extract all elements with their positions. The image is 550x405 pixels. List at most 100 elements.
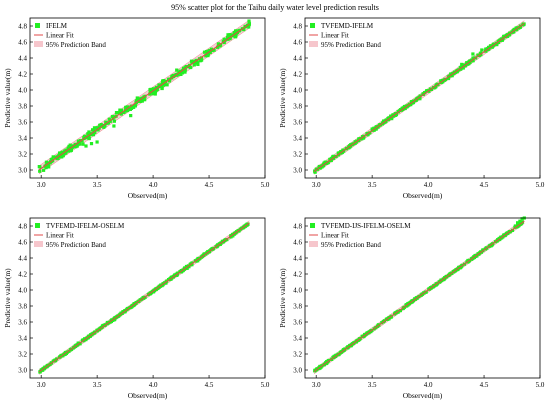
data-point xyxy=(216,42,220,46)
data-point xyxy=(403,106,407,111)
data-point xyxy=(394,113,398,117)
data-point xyxy=(102,124,106,128)
data-point xyxy=(476,53,480,57)
data-point xyxy=(110,114,114,119)
data-point xyxy=(401,306,405,311)
data-point xyxy=(118,108,122,112)
data-point xyxy=(119,311,123,315)
y-axis-label: Predictive value(m) xyxy=(3,68,12,128)
data-point xyxy=(196,62,200,66)
data-point xyxy=(149,87,153,91)
data-point xyxy=(488,44,493,48)
data-point xyxy=(183,70,187,74)
data-point xyxy=(124,107,128,111)
x-axis-label: Observed(m) xyxy=(128,391,168,400)
data-point xyxy=(189,59,194,63)
legend-band-swatch xyxy=(309,241,318,247)
data-point xyxy=(113,317,117,322)
x-tick-label: 4.0 xyxy=(149,381,158,389)
legend-points-swatch xyxy=(310,23,315,28)
legend-fit-label: Linear Fit xyxy=(46,232,74,240)
legend-fit-label: Linear Fit xyxy=(321,232,349,240)
data-point xyxy=(396,310,400,314)
data-point xyxy=(353,140,357,144)
data-point xyxy=(164,281,168,285)
data-point xyxy=(516,221,520,225)
x-tick-label: 3.5 xyxy=(368,381,377,389)
data-point xyxy=(187,265,191,269)
y-tick-label: 3.0 xyxy=(18,166,27,174)
data-point xyxy=(426,89,430,93)
data-point xyxy=(167,79,172,83)
data-point xyxy=(151,88,155,92)
data-point xyxy=(64,148,68,152)
data-point xyxy=(106,121,110,125)
legend-points-swatch xyxy=(35,223,40,228)
x-tick-label: 3.0 xyxy=(37,181,46,189)
data-point xyxy=(119,112,123,116)
data-point xyxy=(91,128,95,132)
data-point xyxy=(87,135,91,139)
y-tick-label: 3.6 xyxy=(293,318,302,326)
data-point xyxy=(384,118,388,122)
data-point xyxy=(462,63,466,67)
data-point xyxy=(53,155,57,159)
legend-points-swatch xyxy=(310,223,315,228)
linear-fit-line xyxy=(313,220,525,373)
data-point xyxy=(99,123,103,127)
data-point xyxy=(502,35,506,39)
data-point xyxy=(409,103,413,107)
data-point xyxy=(226,33,230,37)
y-tick-label: 4.2 xyxy=(18,270,27,278)
data-point xyxy=(389,315,393,319)
y-tick-label: 3.2 xyxy=(293,150,302,158)
data-point xyxy=(175,68,179,72)
data-point xyxy=(507,33,512,37)
data-point xyxy=(61,154,65,158)
data-point xyxy=(48,161,52,165)
legend-band-label: 95% Prediction Band xyxy=(321,41,381,49)
y-tick-label: 3.4 xyxy=(293,134,302,142)
data-point xyxy=(171,74,175,78)
y-tick-label: 3.8 xyxy=(293,302,302,310)
data-point xyxy=(44,166,48,170)
y-tick-label: 3.2 xyxy=(18,150,27,158)
data-point xyxy=(456,267,460,272)
x-tick-label: 4.5 xyxy=(205,381,214,389)
x-tick-label: 5.0 xyxy=(261,181,270,189)
data-point xyxy=(339,150,343,154)
linear-fit-line xyxy=(38,23,250,171)
y-tick-label: 4.2 xyxy=(18,70,27,78)
y-tick-label: 3.4 xyxy=(293,334,302,342)
data-point xyxy=(337,352,341,357)
data-point xyxy=(210,48,214,53)
data-point xyxy=(374,127,378,131)
legend-points-swatch xyxy=(35,23,40,28)
data-point xyxy=(232,31,236,35)
data-point xyxy=(363,332,367,337)
scatter-panel-tvfemd-ifelm-oselm: 3.0 3.5 4.0 4.5 5.0 3.0 3.2 3.4 3.6 3.8 4.0 4.2 4.4 4… xyxy=(3,217,270,400)
data-point xyxy=(157,83,161,87)
x-tick-label: 4.0 xyxy=(424,381,433,389)
data-point xyxy=(86,132,90,136)
data-point xyxy=(479,53,483,57)
data-point xyxy=(332,154,336,158)
data-point xyxy=(235,29,239,33)
legend-fit-label: Linear Fit xyxy=(321,32,349,40)
data-point xyxy=(75,142,79,146)
data-point xyxy=(384,317,389,321)
data-point xyxy=(349,344,353,348)
data-point xyxy=(200,58,204,62)
data-point xyxy=(129,114,133,118)
data-point xyxy=(247,25,251,29)
y-tick-label: 4.0 xyxy=(18,86,27,94)
data-point xyxy=(423,91,427,95)
data-point xyxy=(166,77,171,81)
y-tick-label: 3.6 xyxy=(18,118,27,126)
data-point xyxy=(60,155,64,159)
data-point xyxy=(175,73,179,77)
data-point xyxy=(446,76,451,81)
data-point xyxy=(118,110,122,114)
